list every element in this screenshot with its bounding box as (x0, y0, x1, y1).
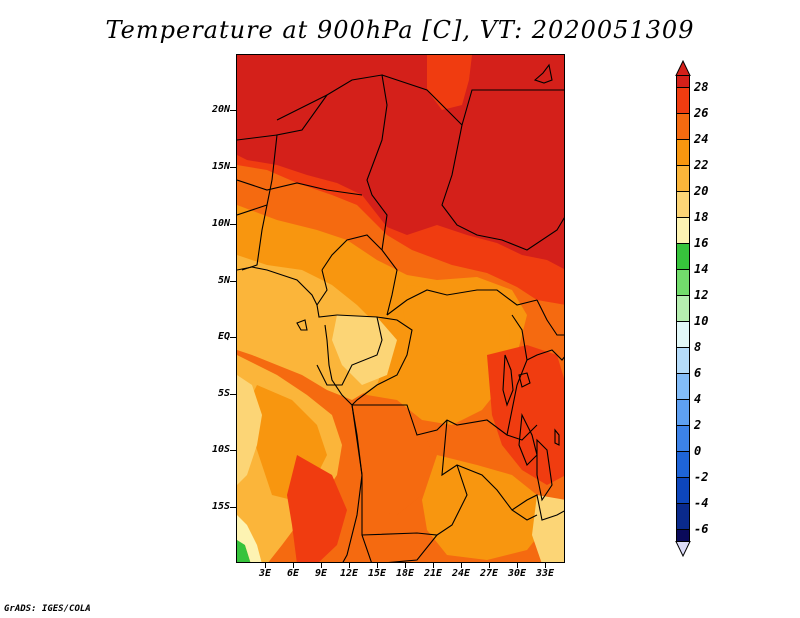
colorbar-label: -4 (694, 496, 709, 510)
lat-label: 15N (211, 161, 230, 172)
lon-label: 18E (395, 568, 415, 579)
colorbar-label: 8 (694, 340, 702, 354)
colorbar-label: -2 (694, 470, 709, 484)
colorbar-overflow-arrow (675, 60, 691, 76)
lon-tick (461, 563, 462, 568)
colorbar-label: 28 (694, 80, 709, 94)
colorbar-label: 20 (694, 184, 709, 198)
colorbar-label: 26 (694, 106, 709, 120)
colorbar-segment (676, 114, 690, 140)
lat-label: 5S (217, 388, 230, 399)
lat-label: 10N (211, 218, 230, 229)
lon-tick (489, 563, 490, 568)
lat-tick (230, 110, 236, 111)
lat-tick (230, 281, 236, 282)
colorbar-segment (676, 270, 690, 296)
lon-label: 12E (339, 568, 359, 579)
colorbar-label: 18 (694, 210, 709, 224)
colorbar-segment (676, 192, 690, 218)
lat-tick (230, 337, 236, 338)
lat-tick (230, 507, 236, 508)
colorbar-segment (676, 296, 690, 322)
colorbar-label: 14 (694, 262, 709, 276)
lon-label: 3E (258, 568, 272, 579)
lon-label: 6E (286, 568, 300, 579)
colorbar-label: 0 (694, 444, 702, 458)
lon-tick (405, 563, 406, 568)
lon-label: 27E (479, 568, 499, 579)
colorbar-segment (676, 88, 690, 114)
colorbar-segment (676, 140, 690, 166)
colorbar-segment (676, 478, 690, 504)
plot-title: Temperature at 900hPa [C], VT: 202005130… (105, 16, 695, 44)
lat-tick (230, 167, 236, 168)
colorbar-segment (676, 244, 690, 270)
colorbar-segment (676, 400, 690, 426)
colorbar-segment (676, 374, 690, 400)
lon-label: 9E (314, 568, 328, 579)
colorbar-segment (676, 322, 690, 348)
lon-tick (545, 563, 546, 568)
colorbar-segment (676, 348, 690, 374)
lat-tick (230, 394, 236, 395)
colorbar-underflow-arrow (675, 541, 691, 557)
lon-tick (293, 563, 294, 568)
lon-label: 33E (535, 568, 555, 579)
lat-label: EQ (217, 331, 230, 342)
lon-tick (517, 563, 518, 568)
lat-tick (230, 450, 236, 451)
lon-tick (321, 563, 322, 568)
lon-label: 21E (423, 568, 443, 579)
lon-tick (433, 563, 434, 568)
colorbar-label: 12 (694, 288, 709, 302)
lon-tick (265, 563, 266, 568)
grads-credit: GrADS: IGES/COLA (4, 604, 91, 614)
lon-tick (377, 563, 378, 568)
lat-label: 15S (211, 501, 230, 512)
temperature-map (236, 54, 565, 563)
colorbar-segment (676, 426, 690, 452)
colorbar-label: 4 (694, 392, 702, 406)
lat-tick (230, 224, 236, 225)
colorbar-segment (676, 452, 690, 478)
lon-label: 30E (507, 568, 527, 579)
colorbar-label: 6 (694, 366, 702, 380)
colorbar-label: 2 (694, 418, 702, 432)
colorbar-label: 22 (694, 158, 709, 172)
colorbar-label: 16 (694, 236, 709, 250)
lon-label: 15E (367, 568, 387, 579)
lon-label: 24E (451, 568, 471, 579)
colorbar-label: 10 (694, 314, 709, 328)
colorbar-segment (676, 218, 690, 244)
lat-label: 5N (217, 275, 230, 286)
colorbar-label: 24 (694, 132, 709, 146)
lat-label: 10S (211, 444, 230, 455)
lat-label: 20N (211, 104, 230, 115)
lon-tick (349, 563, 350, 568)
map-field (237, 55, 564, 562)
colorbar-segment (676, 504, 690, 530)
colorbar-segment (676, 166, 690, 192)
colorbar-segment (676, 75, 690, 88)
colorbar-label: -6 (694, 522, 709, 536)
